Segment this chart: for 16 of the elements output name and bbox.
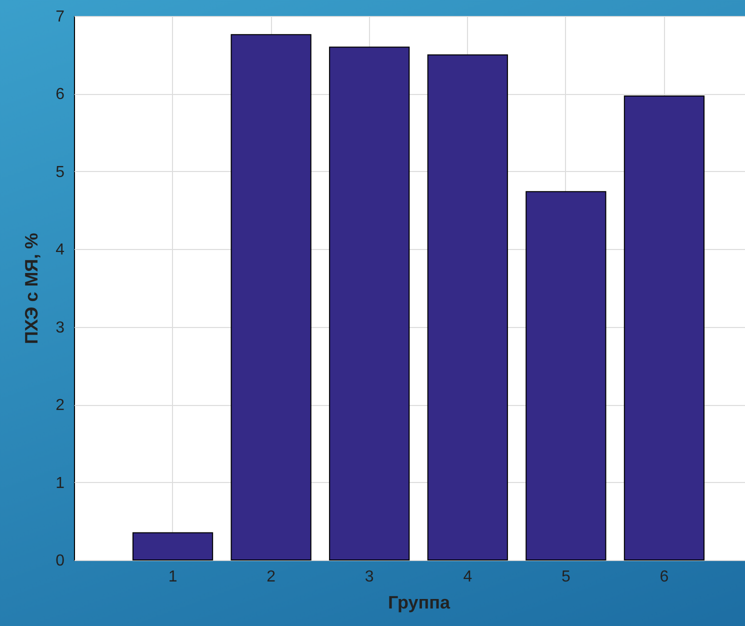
- x-axis-title: Группа: [388, 592, 452, 612]
- y-tick-label: 3: [56, 319, 65, 336]
- x-tick-label: 3: [364, 568, 374, 586]
- y-tick-label: 5: [56, 164, 65, 181]
- y-tick-label: 4: [56, 242, 65, 259]
- y-tick-label: 7: [56, 8, 65, 26]
- x-tick-label: 6: [660, 568, 669, 586]
- x-tick-label: 4: [463, 568, 472, 586]
- y-tick-label: 2: [56, 397, 65, 414]
- y-tick-label: 1: [56, 474, 65, 492]
- x-tick-label: 2: [266, 568, 276, 586]
- y-tick-label: 6: [56, 86, 65, 104]
- x-tick-label: 5: [561, 568, 570, 586]
- y-tick-label: 0: [56, 552, 65, 570]
- y-axis-title: ПХЭ с МЯ, %: [22, 232, 42, 344]
- x-tick-label: 1: [168, 568, 178, 586]
